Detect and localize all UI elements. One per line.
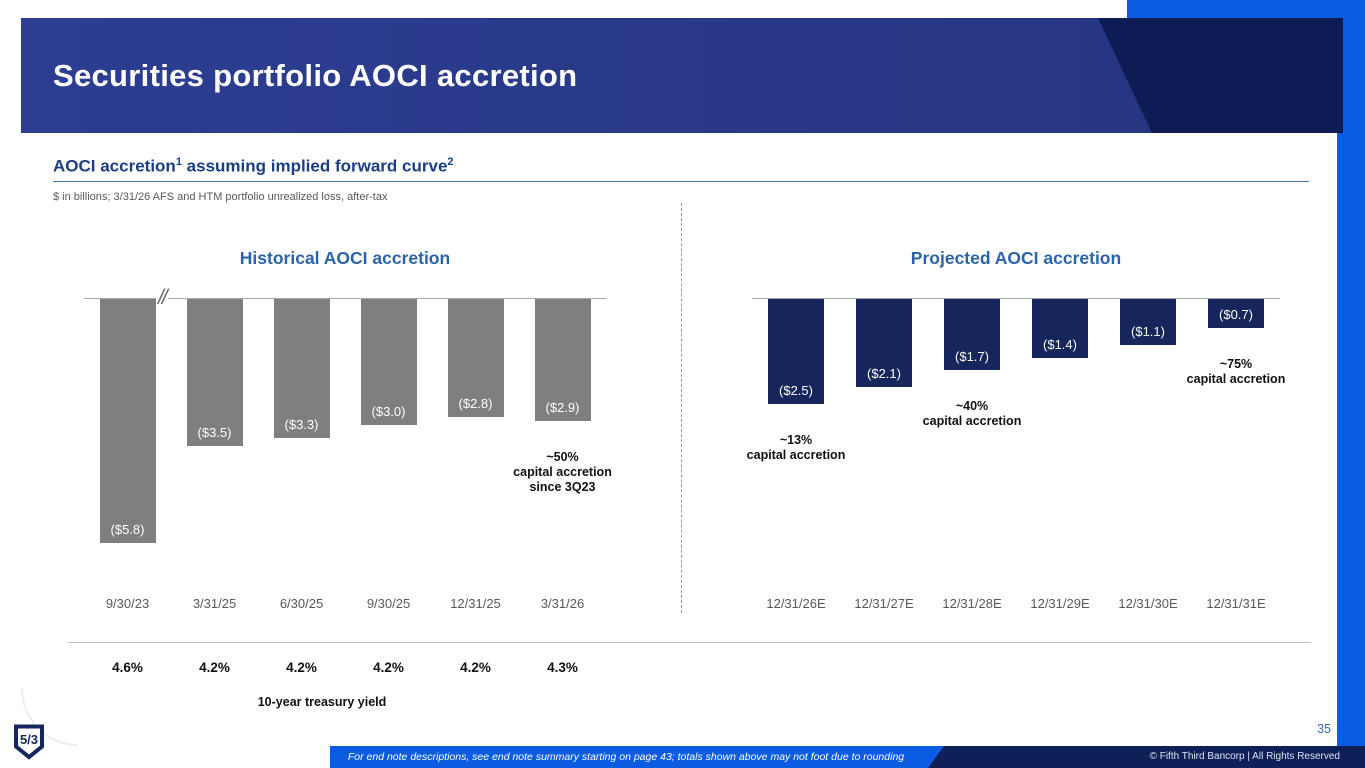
bar-value-label: ($3.0) xyxy=(371,404,406,419)
heading-underline xyxy=(53,181,1309,182)
treasury-yield-value: 4.3% xyxy=(547,660,578,675)
axis-label: 12/31/30E xyxy=(1118,596,1178,611)
footnote-ref-1: 1 xyxy=(175,156,182,168)
capital-accretion-annotation: ~13% capital accretion xyxy=(746,433,846,462)
bar-value-label: ($2.1) xyxy=(867,366,901,381)
chart-divider-line xyxy=(681,203,682,613)
axis-break-icon: // xyxy=(156,286,168,310)
capital-accretion-annotation: ~75% capital accretion xyxy=(1186,357,1286,386)
fifth-third-shield-icon: 5/3 xyxy=(14,724,44,760)
bar-value-label: ($2.5) xyxy=(779,383,813,398)
bar-value-label: ($2.9) xyxy=(545,400,580,415)
historical-bars: ($5.8) ($3.5) ($3.3) ($3.0) ($2.8) ($2.9) xyxy=(84,299,606,543)
bar-column: ($2.8) xyxy=(432,299,519,417)
bar-column: ($0.7) xyxy=(1192,299,1280,328)
historical-axis-labels: 9/30/23 3/31/25 6/30/25 9/30/25 12/31/25 3/31… xyxy=(84,596,606,611)
axis-label: 6/30/25 xyxy=(279,596,324,611)
projected-plot: ($2.5) ($2.1) ($1.7) ($1.4) ($1.1) ($0.7) ~13… xyxy=(747,298,1285,598)
fifth-third-logo: 5/3 xyxy=(13,724,45,765)
bar: ($2.9) xyxy=(534,299,591,421)
bar-column: ($5.8) xyxy=(84,299,171,543)
treasury-yield-value: 4.2% xyxy=(460,660,491,675)
capital-accretion-annotation: ~50% capital accretion since 3Q23 xyxy=(513,450,612,494)
bar: ($1.1) xyxy=(1120,299,1176,345)
section-heading-text: AOCI accretion xyxy=(53,156,176,176)
bar-value-label: ($3.3) xyxy=(284,417,319,432)
bar: ($2.1) xyxy=(856,299,912,387)
axis-label: 12/31/31E xyxy=(1206,596,1266,611)
treasury-yield-row: 4.6% 4.2% 4.2% 4.2% 4.2% 4.3% xyxy=(84,660,606,675)
slide-title: Securities portfolio AOCI accretion xyxy=(53,58,578,93)
header-banner: Securities portfolio AOCI accretion xyxy=(21,18,1343,133)
axis-label: 9/30/23 xyxy=(105,596,150,611)
axis-label: 12/31/27E xyxy=(854,596,914,611)
bar-value-label: ($5.8) xyxy=(110,522,145,537)
projected-chart: Projected AOCI accretion ($2.5) ($2.1) ($1… xyxy=(747,246,1286,626)
bar-value-label: ($2.8) xyxy=(458,396,493,411)
bar: ($3.3) xyxy=(273,299,330,438)
projected-axis-line xyxy=(752,298,1280,299)
axis-label: 3/31/25 xyxy=(192,596,237,611)
banner-diagonal-decoration xyxy=(1098,18,1343,133)
endnote-text: For end note descriptions, see end note … xyxy=(347,751,905,763)
treasury-yield-label: 10-year treasury yield xyxy=(257,695,387,709)
bar-column: ($2.5) xyxy=(752,299,840,404)
page-number: 35 xyxy=(1317,722,1331,736)
bar-column: ($3.3) xyxy=(258,299,345,438)
treasury-yield-value: 4.2% xyxy=(199,660,230,675)
bar: ($2.5) xyxy=(768,299,824,404)
projected-axis-labels: 12/31/26E 12/31/27E 12/31/28E 12/31/29E 12/3… xyxy=(752,596,1280,611)
bar-value-label: ($1.4) xyxy=(1043,337,1077,352)
section-heading-text-2: assuming implied forward curve xyxy=(181,156,448,176)
top-right-accent-bar xyxy=(1127,0,1365,19)
historical-plot: // ($5.8) ($3.5) ($3.3) ($3.0) ($2.8) ($2.9) … xyxy=(84,286,612,598)
axis-label: 9/30/25 xyxy=(366,596,411,611)
bar-value-label: ($3.5) xyxy=(197,425,232,440)
bar: ($5.8) xyxy=(99,299,156,543)
bar-column: ($1.7) xyxy=(928,299,1016,370)
footnote-ref-2: 2 xyxy=(447,156,454,168)
bar: ($1.4) xyxy=(1032,299,1088,358)
bar-column: ($3.5) xyxy=(171,299,258,446)
treasury-yield-value: 4.2% xyxy=(286,660,317,675)
logo-text: 5/3 xyxy=(20,732,38,747)
copyright-bar: © Fifth Third Bancorp | All Rights Reser… xyxy=(928,746,1365,768)
bar: ($0.7) xyxy=(1208,299,1264,328)
projected-chart-title: Projected AOCI accretion xyxy=(910,248,1122,268)
bar-value-label: ($0.7) xyxy=(1219,307,1253,322)
axis-label: 12/31/25 xyxy=(450,596,501,611)
bar-column: ($2.1) xyxy=(840,299,928,387)
units-note: $ in billions; 3/31/26 AFS and HTM portf… xyxy=(53,191,388,203)
bar-column: ($2.9) xyxy=(519,299,606,421)
bar-column: ($1.4) xyxy=(1016,299,1104,358)
historical-chart-title: Historical AOCI accretion xyxy=(239,248,451,268)
capital-accretion-annotation: ~40% capital accretion xyxy=(922,399,1022,428)
section-heading: AOCI accretion1 assuming implied forward… xyxy=(53,156,454,177)
bar: ($3.5) xyxy=(186,299,243,446)
axis-label: 12/31/26E xyxy=(766,596,826,611)
bar-column: ($1.1) xyxy=(1104,299,1192,345)
bar-value-label: ($1.1) xyxy=(1131,324,1165,339)
historical-chart: Historical AOCI accretion // ($5.8) ($3.5… xyxy=(84,246,612,626)
bar: ($3.0) xyxy=(360,299,417,425)
axis-label: 12/31/28E xyxy=(942,596,1002,611)
axis-label: 3/31/26 xyxy=(540,596,585,611)
treasury-yield-value: 4.6% xyxy=(112,660,143,675)
projected-bars: ($2.5) ($2.1) ($1.7) ($1.4) ($1.1) ($0.7) xyxy=(752,299,1280,404)
copyright-text: © Fifth Third Bancorp | All Rights Reser… xyxy=(1149,751,1340,762)
bar: ($1.7) xyxy=(944,299,1000,370)
historical-axis-line xyxy=(84,298,606,299)
bar: ($2.8) xyxy=(447,299,504,417)
bar-column: ($3.0) xyxy=(345,299,432,425)
axis-label: 12/31/29E xyxy=(1030,596,1090,611)
bar-value-label: ($1.7) xyxy=(955,349,989,364)
treasury-yield-value: 4.2% xyxy=(373,660,404,675)
treasury-divider-line xyxy=(68,642,1311,643)
